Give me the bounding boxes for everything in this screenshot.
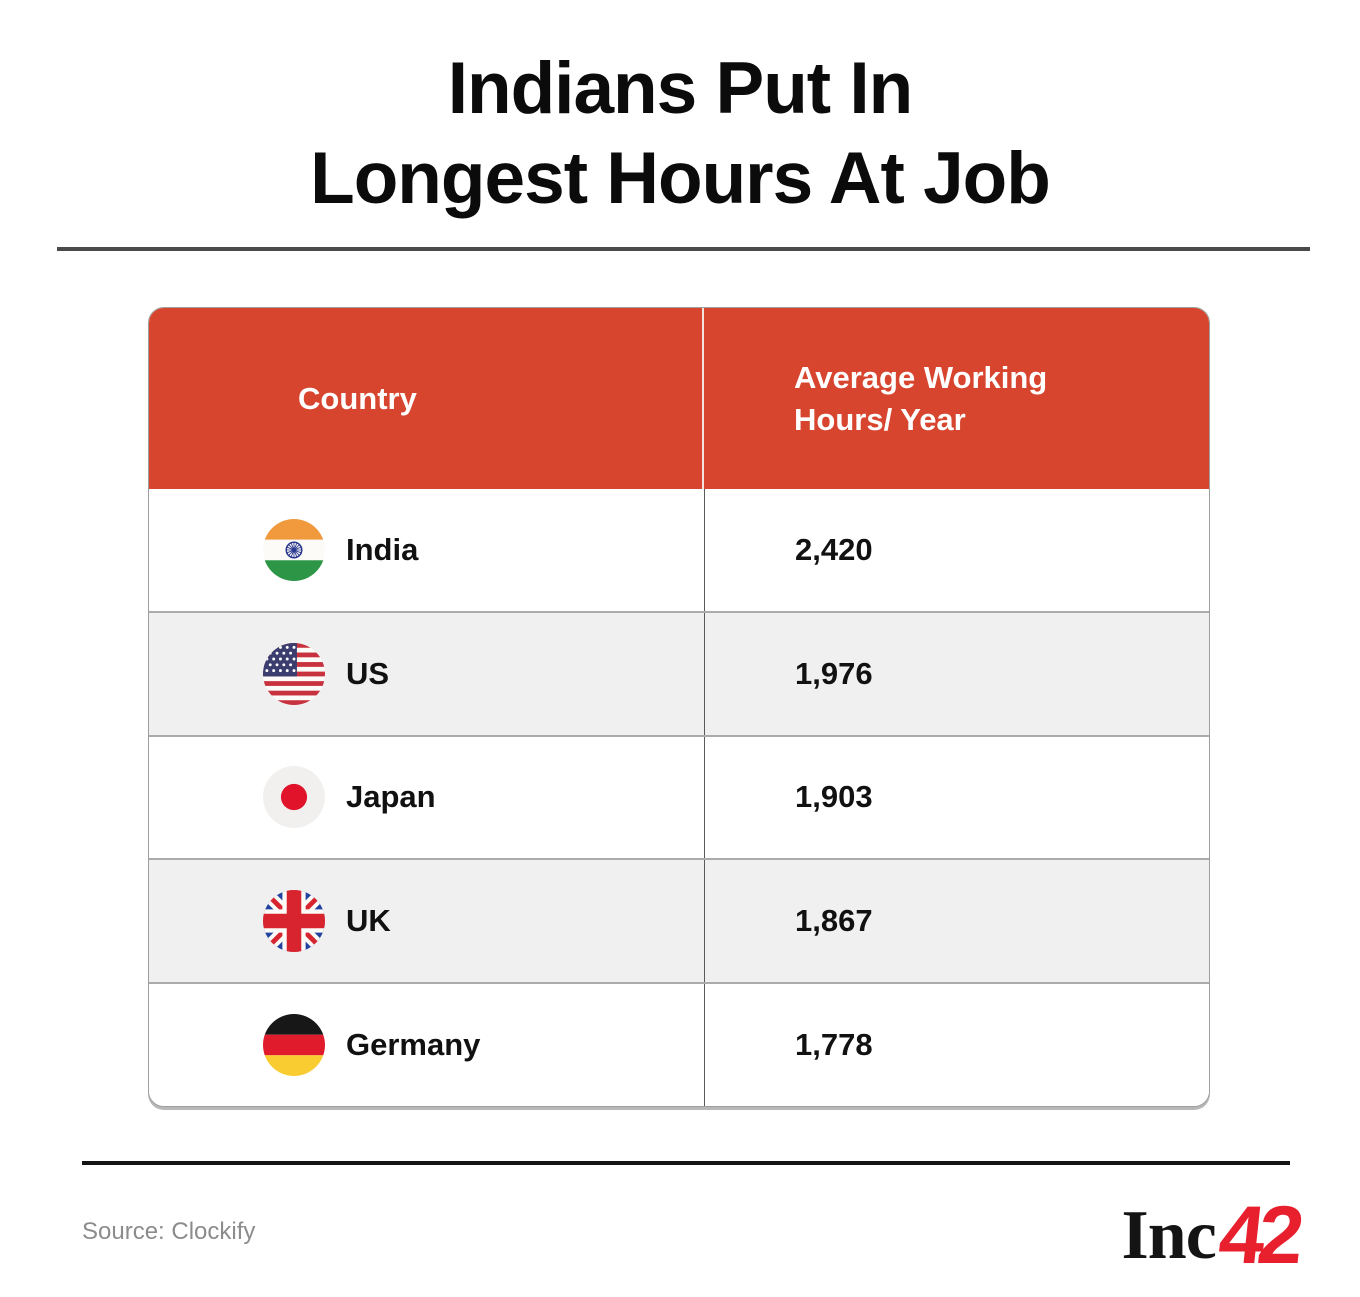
japan-flag-icon	[263, 766, 325, 829]
hours-value: 1,976	[795, 655, 873, 691]
country-name: UK	[346, 903, 391, 939]
inc42-logo-42-text: 42	[1214, 1190, 1302, 1281]
hours-cell: 1,903	[704, 736, 1209, 859]
germany-flag-icon	[263, 1014, 325, 1077]
inc42-logo: Inc 42	[1121, 1190, 1302, 1281]
country-name: Japan	[346, 779, 436, 815]
table-row-india: India 2,420	[149, 489, 1209, 611]
country-cell: Germany	[149, 984, 704, 1106]
table-body: India 2,420	[149, 489, 1209, 1106]
country-cell: India	[149, 489, 704, 611]
hours-cell: 1,976	[704, 612, 1209, 735]
country-cell: UK	[149, 860, 704, 982]
country-name: US	[346, 655, 390, 691]
column-header-hours: Average Working Hours/ Year	[704, 308, 1209, 489]
column-header-country-label: Country	[298, 380, 417, 416]
table-row-germany: Germany 1,778	[149, 982, 1209, 1106]
bottom-divider	[82, 1161, 1290, 1165]
page-title-line2: Longest Hours At Job	[310, 138, 1051, 219]
hours-cell: 1,778	[704, 984, 1209, 1106]
hours-cell: 2,420	[704, 489, 1209, 611]
country-cell: Japan	[149, 737, 704, 859]
top-divider	[57, 247, 1310, 251]
country-name: India	[346, 531, 419, 567]
us-flag-icon	[263, 642, 325, 705]
hours-cell: 1,867	[704, 860, 1209, 983]
hours-value: 1,903	[795, 779, 873, 815]
hours-value: 2,420	[795, 531, 873, 567]
working-hours-table: Country Average Working Hours/ Year	[148, 307, 1210, 1107]
inc42-logo-inc-text: Inc	[1121, 1197, 1217, 1274]
table-row-uk: UK 1,867	[149, 858, 1209, 983]
column-header-country: Country	[149, 308, 704, 489]
source-credit: Source: Clockify	[82, 1218, 256, 1245]
uk-flag-icon	[263, 890, 325, 953]
page-title: Indians Put In Longest Hours At Job	[0, 44, 1360, 224]
hours-value: 1,778	[795, 1027, 873, 1063]
table-row-japan: Japan 1,903	[149, 734, 1209, 859]
table-row-us: US 1,976	[149, 610, 1209, 735]
country-name: Germany	[346, 1027, 481, 1063]
india-flag-icon	[263, 518, 325, 581]
page-title-line1: Indians Put In	[447, 48, 914, 129]
table-header-row: Country Average Working Hours/ Year	[149, 308, 1209, 489]
hours-value: 1,867	[795, 903, 873, 939]
column-header-hours-label: Average Working Hours/ Year	[794, 359, 1048, 437]
country-cell: US	[149, 613, 704, 735]
